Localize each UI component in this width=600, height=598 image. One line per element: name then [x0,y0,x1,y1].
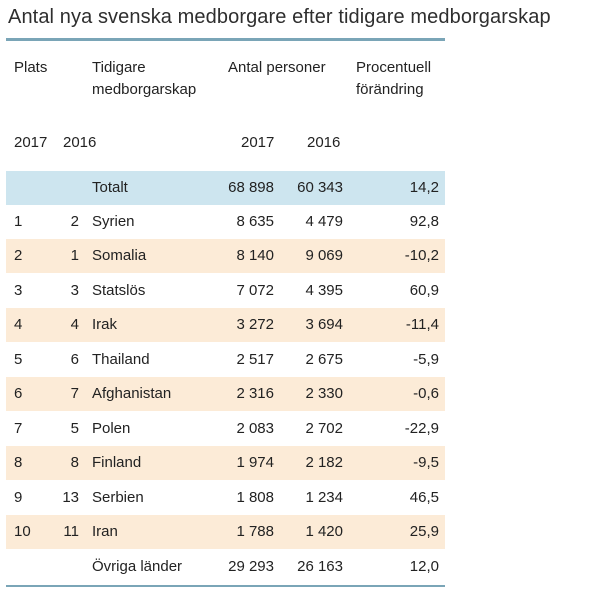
ovriga-value-2016: 26 163 [297,558,343,575]
percent-change: 46,5 [409,489,439,506]
rank-2017: 10 [14,523,31,540]
table-row: 9 13 Serbien 1 808 1 234 46,5 [6,481,445,515]
header-plats-2017: 2017 [14,134,48,151]
value-2016: 2 182 [305,454,343,471]
rank-2017: 9 [14,489,23,506]
header-tidigare-line2: medborgarskap [92,81,197,98]
rank-2017: 1 [14,213,23,230]
value-2017: 8 635 [236,213,274,230]
value-2016: 1 420 [305,523,343,540]
rank-2016: 2 [70,213,79,230]
percent-change: -22,9 [404,420,439,437]
table-row: 5 6 Thailand 2 517 2 675 -5,9 [6,343,445,377]
header-plats-2016: 2016 [63,134,97,151]
ovriga-change: 12,0 [409,558,439,575]
percent-change: 25,9 [409,523,439,540]
country-name: Finland [92,454,142,471]
rank-2016: 13 [62,489,79,506]
value-2017: 2 517 [236,351,274,368]
value-2016: 2 330 [305,385,343,402]
rank-2017: 5 [14,351,23,368]
rank-2017: 7 [14,420,23,437]
rank-2017: 4 [14,316,23,333]
header-antal-2016: 2016 [307,134,341,151]
table-row: 3 3 Statslös 7 072 4 395 60,9 [6,274,445,308]
value-2017: 1 808 [236,489,274,506]
header-antal-personer: Antal personer [228,59,326,76]
percent-change: -11,4 [405,316,439,333]
ovriga-label: Övriga länder [92,558,183,575]
value-2016: 2 675 [305,351,343,368]
header-tidigare-medborgarskap: Tidigare medborgarskap [92,57,196,101]
total-value-2016: 60 343 [297,179,343,196]
rank-2016: 8 [70,454,79,471]
table-row-total: Totalt 68 898 60 343 14,2 [6,171,445,205]
header-antal-2017: 2017 [241,134,275,151]
percent-change: -9,5 [413,454,439,471]
country-name: Somalia [92,247,147,264]
header-procent-line1: Procentuell [356,59,432,76]
percent-change: -0,6 [413,385,439,402]
header-tidigare-line1: Tidigare [92,59,146,76]
country-name: Afghanistan [92,385,172,402]
percent-change: 92,8 [409,213,439,230]
table-row: 8 8 Finland 1 974 2 182 -9,5 [6,446,445,480]
country-name: Syrien [92,213,135,230]
table-title: Antal nya svenska medborgare efter tidig… [8,6,551,28]
header-procentuell-forandring: Procentuell förändring [356,57,431,101]
rank-2016: 6 [70,351,79,368]
country-name: Polen [92,420,131,437]
top-divider [6,38,445,41]
rank-2016: 3 [70,282,79,299]
country-name: Statslös [92,282,146,299]
table-row: 2 1 Somalia 8 140 9 069 -10,2 [6,239,445,273]
rank-2016: 11 [63,523,79,540]
header-plats: Plats [14,59,48,76]
header-procent-line2: förändring [356,81,424,98]
value-2016: 4 479 [305,213,343,230]
country-name: Irak [92,316,118,333]
table-row: 7 5 Polen 2 083 2 702 -22,9 [6,412,445,446]
rank-2016: 7 [70,385,79,402]
value-2017: 1 788 [236,523,274,540]
total-change: 14,2 [409,179,439,196]
country-name: Iran [92,523,118,540]
value-2016: 4 395 [305,282,343,299]
value-2017: 2 316 [236,385,274,402]
table-row: 1 2 Syrien 8 635 4 479 92,8 [6,205,445,239]
rank-2017: 8 [14,454,23,471]
value-2016: 1 234 [305,489,343,506]
percent-change: 60,9 [409,282,439,299]
rank-2017: 3 [14,282,23,299]
table-row: 4 4 Irak 3 272 3 694 -11,4 [6,308,445,342]
value-2017: 8 140 [236,247,274,264]
value-2016: 2 702 [305,420,343,437]
table-row: 10 11 Iran 1 788 1 420 25,9 [6,515,445,549]
percent-change: -5,9 [413,351,439,368]
total-label: Totalt [92,179,128,196]
bottom-divider [6,585,445,587]
value-2017: 1 974 [236,454,274,471]
rank-2016: 4 [70,316,79,333]
total-value-2017: 68 898 [228,179,274,196]
table-row: 6 7 Afghanistan 2 316 2 330 -0,6 [6,377,445,411]
ovriga-value-2017: 29 293 [228,558,274,575]
value-2017: 2 083 [236,420,274,437]
value-2017: 3 272 [236,316,274,333]
rank-2016: 5 [70,420,79,437]
percent-change: -10,2 [404,247,439,264]
rank-2017: 2 [14,247,23,264]
value-2016: 9 069 [305,247,343,264]
country-name: Serbien [92,489,144,506]
rank-2017: 6 [14,385,23,402]
value-2017: 7 072 [236,282,274,299]
rank-2016: 1 [70,247,79,264]
table-row-ovriga: Övriga länder 29 293 26 163 12,0 [6,550,445,584]
country-name: Thailand [92,351,150,368]
value-2016: 3 694 [305,316,343,333]
